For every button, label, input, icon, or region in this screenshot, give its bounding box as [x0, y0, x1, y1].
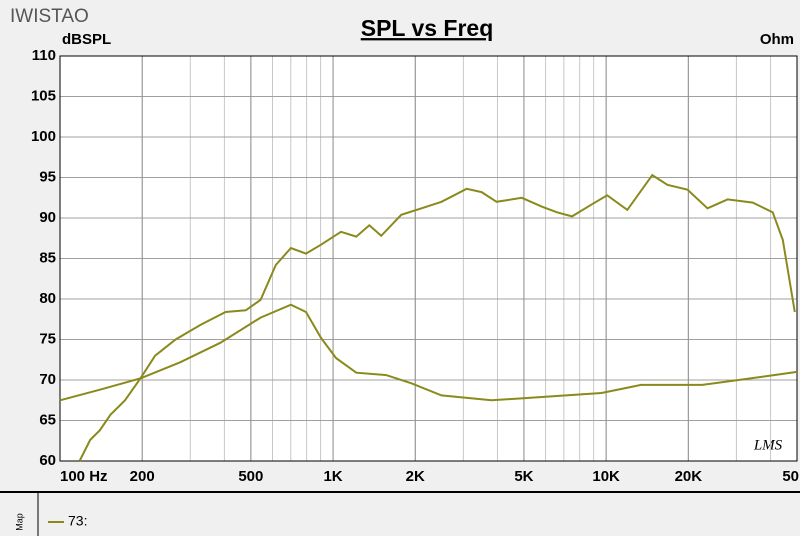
x-tick-label: 2K [406, 468, 425, 485]
x-tick-label: 1K [323, 468, 342, 485]
x-tick-label: 100 Hz [60, 468, 108, 485]
y-tick-label: 95 [39, 168, 56, 185]
y-tick-label: 65 [39, 411, 56, 428]
y-tick-label: 85 [39, 249, 56, 266]
y-tick-label: 110 [32, 47, 56, 64]
y-tick-label: 70 [39, 371, 56, 388]
x-tick-label: 20K [675, 468, 703, 485]
y-tick-label: 105 [31, 87, 56, 104]
series-line [59, 303, 798, 402]
series-line [78, 173, 796, 462]
signature: LMS [753, 437, 783, 453]
legend-label: 73: [68, 513, 87, 529]
x-tick-label: 50 [782, 468, 799, 485]
y-axis-label: dBSPL [62, 31, 111, 48]
panel-label: Map [14, 513, 24, 531]
y-tick-label: 60 [39, 452, 56, 469]
chart-title: SPL vs Freq [361, 15, 494, 41]
y-tick-label: 80 [39, 290, 56, 307]
watermark: IWISTAO [10, 6, 89, 27]
y-tick-label: 75 [39, 330, 56, 347]
x-tick-label: 10K [592, 468, 620, 485]
y-tick-label: 100 [31, 128, 56, 145]
y2-axis-label: Ohm [760, 31, 794, 48]
x-tick-label: 5K [514, 468, 533, 485]
x-tick-label: 500 [238, 468, 263, 485]
plot-border [59, 55, 798, 462]
x-tick-label: 200 [130, 468, 155, 485]
y-tick-label: 90 [39, 209, 56, 226]
